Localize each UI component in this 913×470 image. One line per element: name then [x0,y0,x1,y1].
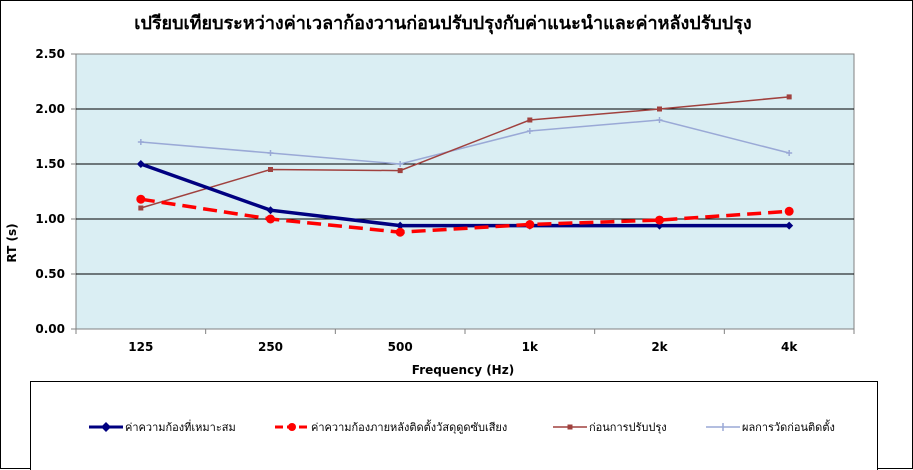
data-point [527,117,533,123]
legend-label-recommended: ค่าความก้องที่เหมาะสม [125,421,236,434]
series-2 [138,94,792,211]
data-point [655,215,664,225]
data-point [137,139,144,145]
y-tick-label: 2.50 [35,47,65,61]
y-tick-label: 0.00 [35,322,65,336]
data-point [397,161,404,167]
data-point [786,94,792,100]
data-point [525,220,535,229]
x-axis-ticks: 125 250 500 1k 2k 4k [75,329,855,354]
data-point [136,160,145,168]
series-line [140,119,790,165]
y-tick-label: 1.50 [35,157,65,171]
legend-label-after: ค่าความก้องภายหลังติดตั้งวัสดุดูดซับเสีย… [311,421,508,434]
plot-area [75,53,855,330]
data-point [657,106,662,112]
data-point [396,221,405,230]
legend: ค่าความก้องที่เหมาะสม ค่าความก้องภายหลัง… [30,381,878,470]
gridlines [76,108,854,275]
legend-label-before: ก่อนการปรับปรุง [589,421,667,434]
y-tick-label: 1.00 [35,212,65,226]
x-tick-label: 500 [388,340,413,354]
legend-item-recommended: ค่าความก้องที่เหมาะสม [89,418,236,436]
series-line [140,96,790,209]
data-point [785,221,794,230]
legend-item-before: ก่อนการปรับปรุง [553,418,667,436]
data-point [784,206,794,216]
x-axis-title: Frequency (Hz) [412,363,514,377]
data-point [268,167,273,172]
series-3 [137,117,793,167]
x-tick-label: 1k [522,340,539,354]
data-point [266,214,275,224]
x-tick-label: 4k [781,340,798,354]
legend-item-after: ค่าความก้องภายหลังติดตั้งวัสดุดูดซับเสีย… [275,418,507,436]
series-layer [136,94,794,237]
data-point [136,194,146,204]
chart-title: เปรียบเทียบระหว่างค่าเวลาก้องวานก่อนปรับ… [134,13,751,35]
series-1 [136,194,794,237]
y-axis-title: RT (s) [5,223,19,262]
legend-item-measured: ผลการวัดก่อนติดตั้ง [706,418,835,436]
data-point [138,205,144,211]
y-tick-label: 2.00 [35,102,65,116]
legend-line-before [553,424,587,430]
legend-label-measured: ผลการวัดก่อนติดตั้ง [742,421,835,434]
data-point [395,227,405,237]
data-point [656,117,663,123]
legend-line-recommended [89,422,123,432]
series-line [140,162,790,228]
series-line [140,197,790,234]
x-tick-label: 2k [651,340,668,354]
x-tick-label: 125 [128,340,153,354]
data-point [526,128,533,134]
data-point [786,150,793,156]
data-point [397,168,403,174]
data-point [267,150,274,156]
legend-line-measured [706,423,740,431]
data-point [266,206,275,215]
y-tick-label: 0.50 [35,267,65,281]
legend-line-after [275,423,309,431]
y-axis-ticks: 0.00 0.50 1.00 1.50 2.00 2.50 [35,47,76,336]
x-tick-label: 250 [258,340,283,354]
